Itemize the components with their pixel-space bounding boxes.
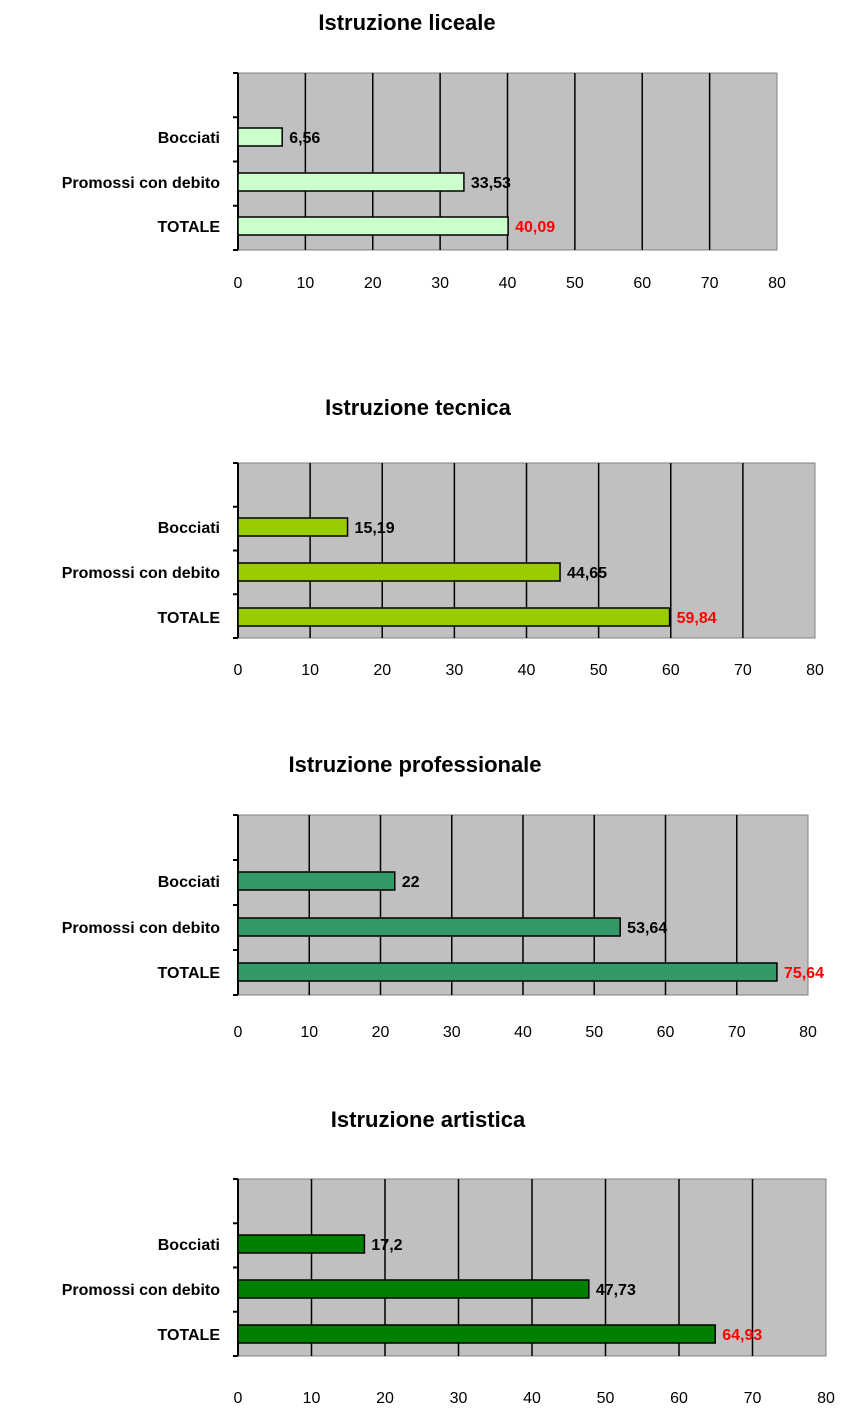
data-label: 53,64 [627,920,667,937]
data-label: 17,2 [371,1237,402,1254]
x-tick-label: 20 [373,662,391,679]
x-tick-label: 10 [303,1390,321,1407]
chart-tecnica: Istruzione tecnica Bocciati 15,19 Promossi … [0,385,845,705]
x-tick-label: 10 [301,662,319,679]
x-tick-label: 30 [443,1024,461,1041]
category-label: TOTALE [157,610,220,627]
data-label: 22 [402,874,420,891]
data-label: 40,09 [515,219,555,236]
chart-liceale: Istruzione liceale Bocciati 6,56 Promossi c… [0,0,845,330]
data-label: 15,19 [355,520,395,537]
bar [237,517,349,537]
data-label: 75,64 [784,965,824,982]
x-tick-label: 30 [431,275,449,292]
chart-title: Istruzione liceale [318,10,495,35]
x-tick-label: 30 [450,1390,468,1407]
chart-svg: Istruzione professionale Bocciati 22 Promos… [62,752,824,1041]
bar [237,127,283,147]
chart-svg: Istruzione artistica Bocciati 17,2 Promossi… [62,1107,835,1407]
category-label: Bocciati [158,874,220,891]
x-tick-label: 40 [518,662,536,679]
chart-title: Istruzione artistica [331,1107,526,1132]
data-label: 6,56 [289,130,320,147]
category-label: Bocciati [158,1237,220,1254]
category-label: TOTALE [157,219,220,236]
category-label: TOTALE [157,965,220,982]
bar [237,607,671,627]
x-tick-label: 60 [633,275,651,292]
chart-svg: Istruzione tecnica Bocciati 15,19 Promossi … [62,395,824,679]
x-tick-label: 40 [523,1390,541,1407]
x-tick-label: 30 [445,662,463,679]
x-tick-label: 60 [662,662,680,679]
x-tick-label: 50 [585,1024,603,1041]
x-tick-label: 0 [234,1390,243,1407]
x-tick-label: 80 [768,275,786,292]
bar [237,1234,366,1254]
x-tick-label: 70 [744,1390,762,1407]
category-label: Bocciati [158,130,220,147]
bar [237,172,465,192]
category-label: Bocciati [158,520,220,537]
x-tick-label: 20 [372,1024,390,1041]
bar [237,562,561,582]
bar [237,871,396,891]
chart-title: Istruzione professionale [288,752,541,777]
x-tick-label: 20 [364,275,382,292]
x-tick-label: 40 [499,275,517,292]
chart-title: Istruzione tecnica [325,395,512,420]
x-tick-label: 40 [514,1024,532,1041]
chart-svg: Istruzione liceale Bocciati 6,56 Promossi c… [62,10,786,292]
x-tick-label: 0 [234,275,243,292]
x-tick-label: 80 [799,1024,817,1041]
data-label: 33,53 [471,175,511,192]
data-label: 64,93 [722,1327,762,1344]
category-label: Promossi con debito [62,565,220,582]
x-tick-label: 50 [566,275,584,292]
data-label: 59,84 [677,610,717,627]
x-tick-label: 70 [728,1024,746,1041]
x-tick-label: 20 [376,1390,394,1407]
x-tick-label: 80 [817,1390,835,1407]
bar [237,1279,590,1299]
x-tick-label: 50 [590,662,608,679]
category-label: Promossi con debito [62,920,220,937]
category-label: Promossi con debito [62,175,220,192]
x-tick-label: 70 [701,275,719,292]
category-label: TOTALE [157,1327,220,1344]
bar [237,962,778,982]
x-tick-label: 10 [300,1024,318,1041]
bar [237,216,509,236]
bar [237,917,621,937]
x-tick-label: 60 [670,1390,688,1407]
bar [237,1324,716,1344]
chart-artistica: Istruzione artistica Bocciati 17,2 Promossi… [0,1085,845,1410]
x-tick-label: 60 [657,1024,675,1041]
x-tick-label: 10 [296,275,314,292]
category-label: Promossi con debito [62,1282,220,1299]
x-tick-label: 0 [234,662,243,679]
chart-professionale: Istruzione professionale Bocciati 22 Promos… [0,740,845,1060]
x-tick-label: 70 [734,662,752,679]
data-label: 47,73 [596,1282,636,1299]
x-tick-label: 0 [234,1024,243,1041]
x-tick-label: 80 [806,662,824,679]
data-label: 44,65 [567,565,607,582]
x-tick-label: 50 [597,1390,615,1407]
